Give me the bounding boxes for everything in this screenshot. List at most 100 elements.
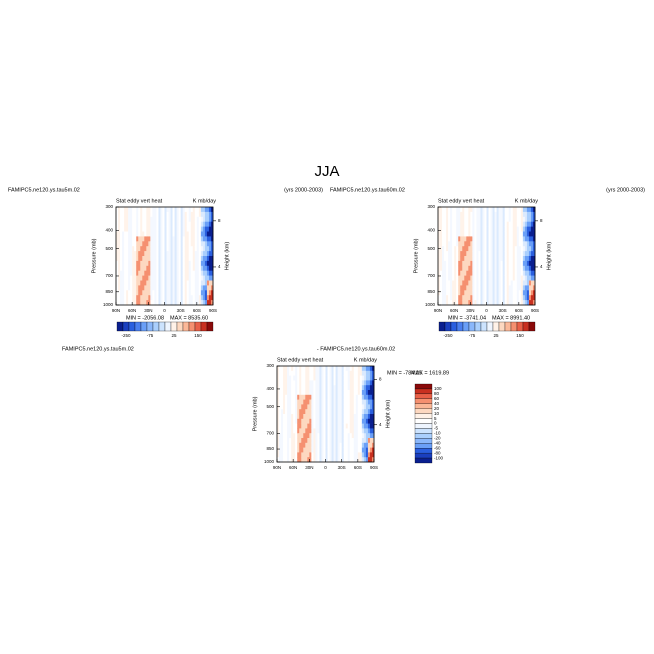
field-cell [498, 211, 501, 218]
field-cell [142, 295, 145, 301]
y-tick-label: 850 [266, 446, 274, 451]
field-cell [474, 211, 477, 218]
field-cell [210, 236, 214, 242]
field-cell [494, 236, 497, 242]
field-cell [524, 290, 528, 296]
field-cell [506, 295, 510, 301]
field-cell [345, 385, 349, 391]
field-cell [349, 428, 353, 434]
field-cell [305, 414, 308, 420]
field-cell [301, 385, 304, 391]
field-cell [158, 260, 161, 267]
field-cell [132, 236, 135, 242]
colorbar-label: -40 [434, 440, 441, 445]
field-cell [144, 236, 147, 242]
field-cell [148, 216, 151, 222]
field-cell [180, 280, 183, 286]
field-cell [367, 409, 371, 415]
field-cell [460, 275, 463, 281]
field-cell [170, 265, 173, 271]
field-cell [456, 246, 459, 252]
field-cell [450, 211, 453, 218]
field-cell [470, 280, 473, 286]
field-cell [474, 280, 477, 286]
field-cell [174, 236, 177, 242]
field-cell [512, 290, 516, 296]
field-cell [299, 394, 302, 400]
field-cell [313, 380, 316, 386]
field-cell [126, 251, 129, 257]
field-cell [162, 241, 165, 247]
field-cell [502, 211, 505, 218]
field-cell [464, 226, 467, 232]
field-cell [526, 256, 530, 262]
field-cell [202, 241, 206, 247]
field-cell [168, 236, 171, 242]
x-tick-label: 60N [289, 465, 297, 470]
field-cell [438, 207, 441, 213]
field-cell [293, 385, 296, 391]
field-cell [192, 241, 196, 247]
field-cell [464, 265, 467, 271]
field-cell [303, 433, 306, 439]
field-cell [204, 226, 208, 232]
field-cell [448, 231, 451, 237]
field-cell [512, 265, 516, 271]
x-tick-label: 30N [466, 308, 474, 313]
field-cell [120, 226, 123, 232]
field-cell [307, 390, 310, 396]
field-cell [192, 251, 196, 257]
field-cell [150, 221, 153, 227]
field-cell [128, 295, 131, 301]
field-cell [200, 226, 204, 232]
field-cell [138, 285, 141, 291]
field-cell [305, 404, 308, 410]
field-cell [510, 251, 514, 257]
field-cell [198, 226, 202, 232]
field-cell [122, 275, 125, 281]
field-cell [333, 404, 336, 410]
field-cell [194, 295, 198, 301]
field-cell [522, 241, 526, 247]
field-cell [166, 207, 169, 213]
units: K mb/day [193, 198, 216, 204]
field-cell [144, 216, 147, 222]
field-cell [510, 295, 514, 301]
field-cell [470, 236, 473, 242]
field-cell [118, 211, 121, 218]
field-cell [341, 423, 344, 429]
field-cell [281, 370, 284, 376]
field-cell [313, 457, 316, 463]
field-cell [162, 211, 165, 218]
field-cell [305, 390, 308, 396]
field-cell [285, 447, 288, 453]
colorbar-box [462, 321, 470, 332]
x-tick-label: 0 [485, 308, 488, 313]
field-cell [532, 226, 536, 232]
field-cell [162, 216, 165, 222]
field-cell [361, 442, 365, 448]
field-cell [140, 231, 143, 237]
y-tick-label: 300 [105, 204, 113, 209]
field-cell [482, 231, 485, 237]
field-cell [194, 216, 198, 222]
field-cell [490, 211, 493, 218]
field-cell [351, 370, 355, 376]
field-cell [448, 226, 451, 232]
field-cell [202, 231, 206, 237]
field-cell [371, 438, 375, 444]
field-cell [321, 423, 324, 429]
field-cell [333, 418, 336, 424]
field-cell [327, 394, 330, 400]
field-cell [307, 457, 310, 463]
field-cell [331, 380, 334, 386]
field-cell [498, 300, 501, 306]
field-cell [303, 442, 306, 448]
y2-tick-label: 8 [218, 218, 221, 223]
field-cell [448, 280, 451, 286]
field-cell [480, 246, 483, 252]
field-cell [327, 409, 330, 415]
field-cell [285, 442, 288, 448]
field-cell [331, 370, 334, 376]
field-cell [126, 280, 129, 286]
